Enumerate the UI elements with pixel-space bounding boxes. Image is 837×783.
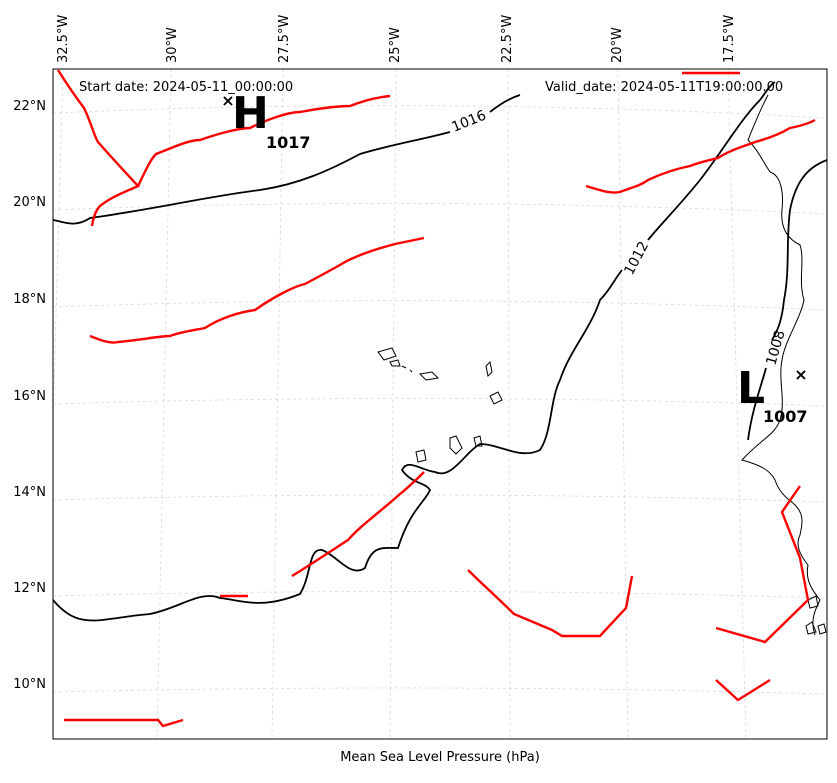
- high-pressure-letter: H: [232, 88, 269, 139]
- lat-label: 22°N: [13, 99, 46, 114]
- x-axis-label: Mean Sea Level Pressure (hPa): [340, 750, 540, 765]
- lon-label: 30°W: [165, 27, 180, 63]
- lat-label: 14°N: [13, 485, 46, 500]
- isobars: [53, 81, 827, 622]
- lon-label: 22.5°W: [500, 15, 515, 63]
- start-date-label: Start date: 2024-05-11_00:00:00: [79, 80, 293, 95]
- valid-date-label: Valid_date: 2024-05-11T19:00:00.00: [545, 80, 783, 95]
- island: [489, 391, 503, 405]
- high-marker-x: ×: [221, 91, 234, 110]
- island: [415, 449, 427, 463]
- lon-label: 17.5°W: [722, 15, 737, 63]
- low-pressure-letter: L: [737, 363, 765, 414]
- lon-label: 20°W: [610, 27, 625, 63]
- lat-label: 20°N: [13, 195, 46, 210]
- low-pressure-value: 1007: [763, 407, 808, 426]
- island: [377, 347, 397, 361]
- island: [418, 371, 440, 381]
- island: [485, 360, 493, 378]
- fronts: [56, 69, 816, 728]
- isobar-1008: [747, 159, 827, 441]
- coastline: [377, 94, 827, 636]
- low-marker-x: ×: [794, 365, 807, 384]
- lat-label: 12°N: [13, 581, 46, 596]
- contour-label-1016: 1016: [450, 107, 489, 135]
- lat-label: 10°N: [13, 677, 46, 692]
- island: [805, 595, 827, 635]
- island: [389, 359, 401, 367]
- high-pressure-value: 1017: [266, 133, 311, 152]
- isobar-1012: [53, 81, 776, 622]
- lat-label: 18°N: [13, 292, 46, 307]
- lon-label: 32.5°W: [56, 15, 71, 63]
- lon-label: 25°W: [388, 27, 403, 63]
- island: [473, 435, 483, 447]
- lat-label: 16°N: [13, 389, 46, 404]
- graticule: [53, 69, 827, 739]
- plot-frame: [52, 68, 828, 740]
- isobar-1016: [53, 94, 521, 225]
- island: [449, 435, 463, 455]
- lon-label: 27.5°W: [277, 15, 292, 63]
- contour-label-1012: 1012: [621, 239, 652, 278]
